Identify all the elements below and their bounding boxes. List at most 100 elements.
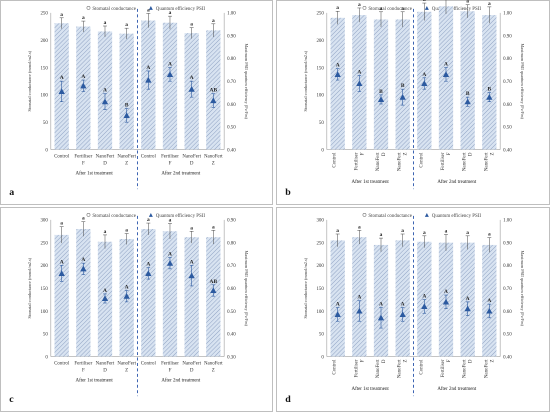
legend-label-psii: Quantum efficiency PSII: [156, 214, 206, 219]
significance-letter-conductance: a: [104, 229, 107, 235]
significance-letter-conductance: a: [104, 20, 107, 26]
x-tick-label: Fertiliser: [161, 154, 179, 159]
marker-psii: [123, 112, 130, 118]
legend-marker-psii: [148, 212, 153, 217]
x-tick-label: NanoFert: [96, 361, 115, 366]
group-label-first: After 1st treatment: [352, 180, 390, 185]
panel-c: Stomatal conductance Quantum efficiency P…: [0, 207, 273, 412]
bar-conductance: [482, 244, 497, 357]
bar-conductance: [330, 17, 345, 150]
marker-psii: [399, 311, 406, 317]
significance-letter-conductance: a: [380, 6, 383, 12]
x-tick-label: D: [382, 359, 387, 363]
bar-conductance: [417, 241, 432, 357]
significance-letter-conductance: a: [147, 7, 150, 13]
x-tick-label: Fertiliser: [74, 361, 92, 366]
significance-letter-conductance: a: [401, 228, 404, 234]
y2-tick-label: 0.40: [227, 333, 236, 338]
significance-letter-psii: A: [422, 294, 426, 300]
x-tick-label: Control: [333, 359, 338, 375]
panel-label: a: [9, 187, 14, 198]
y2-axis-title: Maximum PSII quantum efficiency (Fv/Fm): [244, 250, 249, 326]
panel-a: Stomatal conductance Quantum efficiency P…: [0, 0, 273, 205]
group-label-second: After 2nd treatment: [161, 171, 201, 176]
bar-conductance: [162, 22, 178, 150]
x-tick-label: NanoFert: [398, 359, 403, 378]
marker-psii: [188, 272, 195, 279]
panel-label: d: [285, 394, 291, 405]
significance-letter-psii: A: [168, 62, 172, 68]
bar-conductance: [482, 15, 497, 150]
panel-b: Stomatal conductance Quantum efficiency P…: [276, 0, 550, 205]
x-tick-label: NanoFert: [182, 361, 201, 366]
significance-letter-psii: A: [60, 75, 64, 81]
y2-tick-label: 0.60: [503, 103, 512, 108]
x-tick-label: F: [447, 359, 452, 362]
group-label-second: After 2nd treatment: [161, 378, 201, 383]
y-axis-title: Stomatal conductance (mmol/m2.s): [27, 257, 32, 318]
significance-letter-conductance: a: [212, 224, 215, 230]
bar-conductance: [141, 228, 156, 357]
y-axis-title: Stomatal conductance (mmol/m2.s): [303, 257, 308, 318]
y-tick-label: 250: [40, 241, 48, 246]
bar-conductance: [352, 237, 367, 357]
x-tick-label: Z: [490, 360, 495, 363]
significance-letter-psii: B: [125, 103, 129, 109]
x-tick-label: Fertiliser: [354, 152, 359, 170]
significance-letter-conductance: a: [466, 230, 469, 236]
y-tick-label: 50: [43, 333, 48, 338]
marker-psii: [166, 71, 174, 77]
bar-conductance: [373, 244, 389, 357]
marker-psii: [464, 98, 471, 105]
significance-letter-psii: A: [487, 298, 491, 304]
y2-axis-title: Maximum PSII quantum efficiency (Fv/Fm): [520, 250, 525, 326]
significance-letter-conductance: a: [380, 232, 383, 238]
marker-psii: [377, 96, 385, 103]
x-tick-label: Control: [419, 359, 424, 375]
significance-letter-psii: A: [357, 70, 361, 76]
significance-letter-psii: B: [401, 83, 405, 89]
y-tick-label: 200: [40, 39, 48, 44]
x-tick-sublabel: D: [103, 368, 107, 373]
y2-tick-label: 1.00: [227, 12, 236, 17]
legend-marker-psii: [424, 5, 429, 10]
y2-tick-label: 0.60: [227, 287, 236, 292]
marker-psii: [421, 303, 428, 310]
significance-letter-conductance: a: [466, 0, 469, 5]
significance-letter-conductance: a: [60, 12, 63, 18]
bar-conductance: [76, 228, 91, 357]
y2-tick-label: 0.70: [503, 80, 512, 85]
y2-tick-label: 0.50: [503, 126, 512, 131]
significance-letter-psii: A: [60, 259, 64, 265]
bar-conductance: [460, 242, 475, 357]
marker-psii: [356, 307, 363, 314]
bar-conductance: [206, 30, 221, 150]
marker-psii: [58, 270, 65, 276]
significance-letter-conductance: a: [358, 224, 361, 230]
x-tick-label: NanoFert: [376, 359, 381, 378]
panel-d: Stomatal conductance Quantum efficiency P…: [276, 207, 550, 412]
y-axis-title: Stomatal conductance (mmol/m2.s): [303, 50, 308, 111]
group-label-second: After 2nd treatment: [437, 180, 477, 185]
y-tick-label: 150: [40, 66, 48, 71]
y-tick-label: 0: [45, 355, 48, 360]
x-tick-label: Fertiliser: [161, 361, 179, 366]
legend-label-conductance: Stomatal conductance: [92, 214, 136, 219]
y2-tick-label: 0.60: [227, 103, 236, 108]
significance-letter-psii: A: [401, 302, 405, 308]
significance-letter-conductance: a: [336, 5, 339, 11]
bar-conductance: [162, 231, 178, 357]
y-tick-label: 150: [316, 287, 324, 292]
legend-marker-conductance: [362, 6, 367, 10]
x-tick-label: F: [360, 152, 365, 155]
x-tick-label: NanoFert: [117, 361, 136, 366]
y2-tick-label: 0.40: [503, 148, 512, 153]
y2-axis-title: Maximum PSII quantum efficiency (Fv/Fm): [520, 43, 525, 119]
x-tick-sublabel: F: [82, 161, 85, 166]
chart-a: Stomatal conductance Quantum efficiency P…: [9, 5, 249, 198]
significance-letter-conductance: a: [358, 2, 361, 8]
significance-letter-psii: A: [357, 295, 361, 301]
chart-c: Stomatal conductance Quantum efficiency P…: [9, 212, 249, 405]
y2-tick-label: 0.80: [227, 57, 236, 62]
x-tick-label: NanoFert: [117, 154, 136, 159]
